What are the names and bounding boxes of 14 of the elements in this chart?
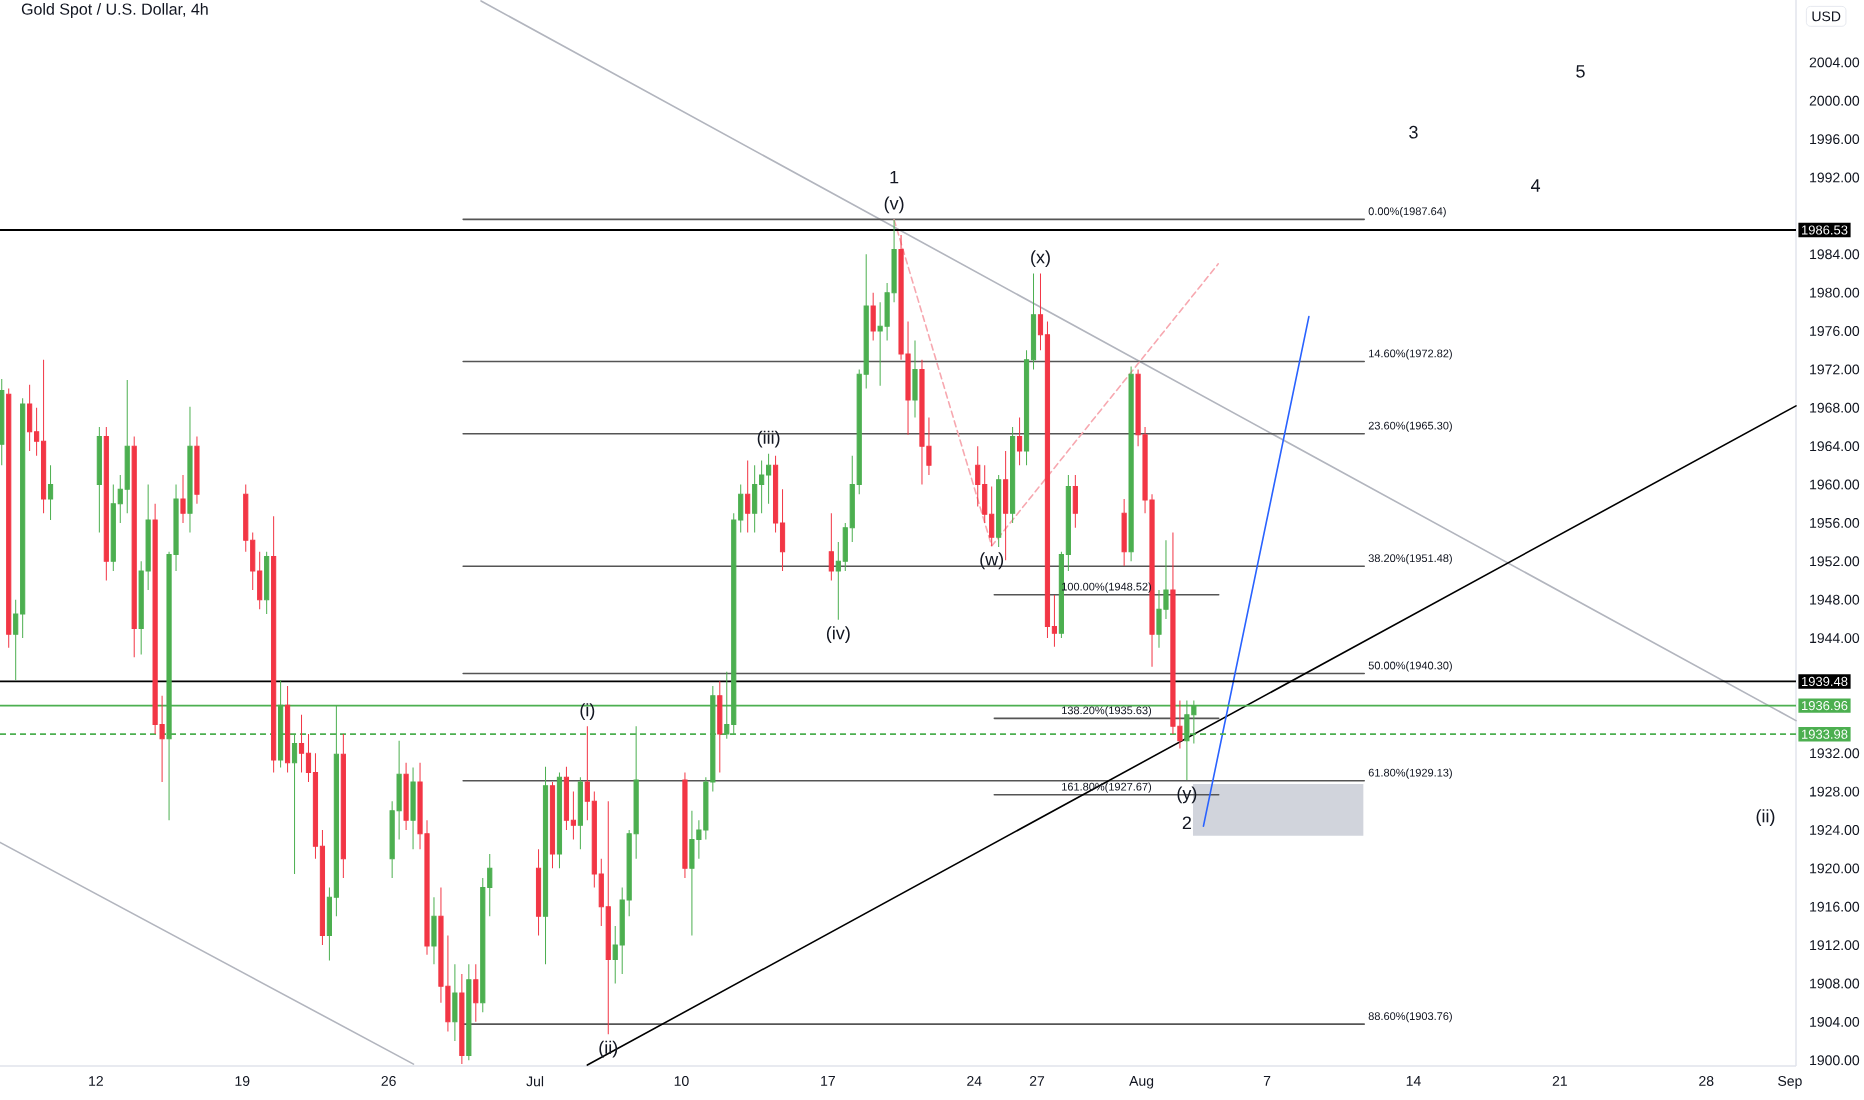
annotation: (v) [884,196,904,214]
annotation: 4 [1530,179,1541,192]
annotation: 3 [1409,125,1418,139]
annotation: 5 [1576,65,1585,78]
annotation: (iv) [826,626,850,644]
annotation: (i) [580,703,595,720]
annotation: (iii) [757,430,780,448]
annotation: (w) [980,552,1004,570]
annotation: (ii) [1756,809,1775,827]
annotation: 1 [890,170,899,184]
annotation: 2 [1182,816,1191,830]
chart-title: Gold Spot / U.S. Dollar, 4h [21,3,208,18]
annotation: (x) [1031,250,1050,268]
annotation: (ii) [599,1040,618,1058]
